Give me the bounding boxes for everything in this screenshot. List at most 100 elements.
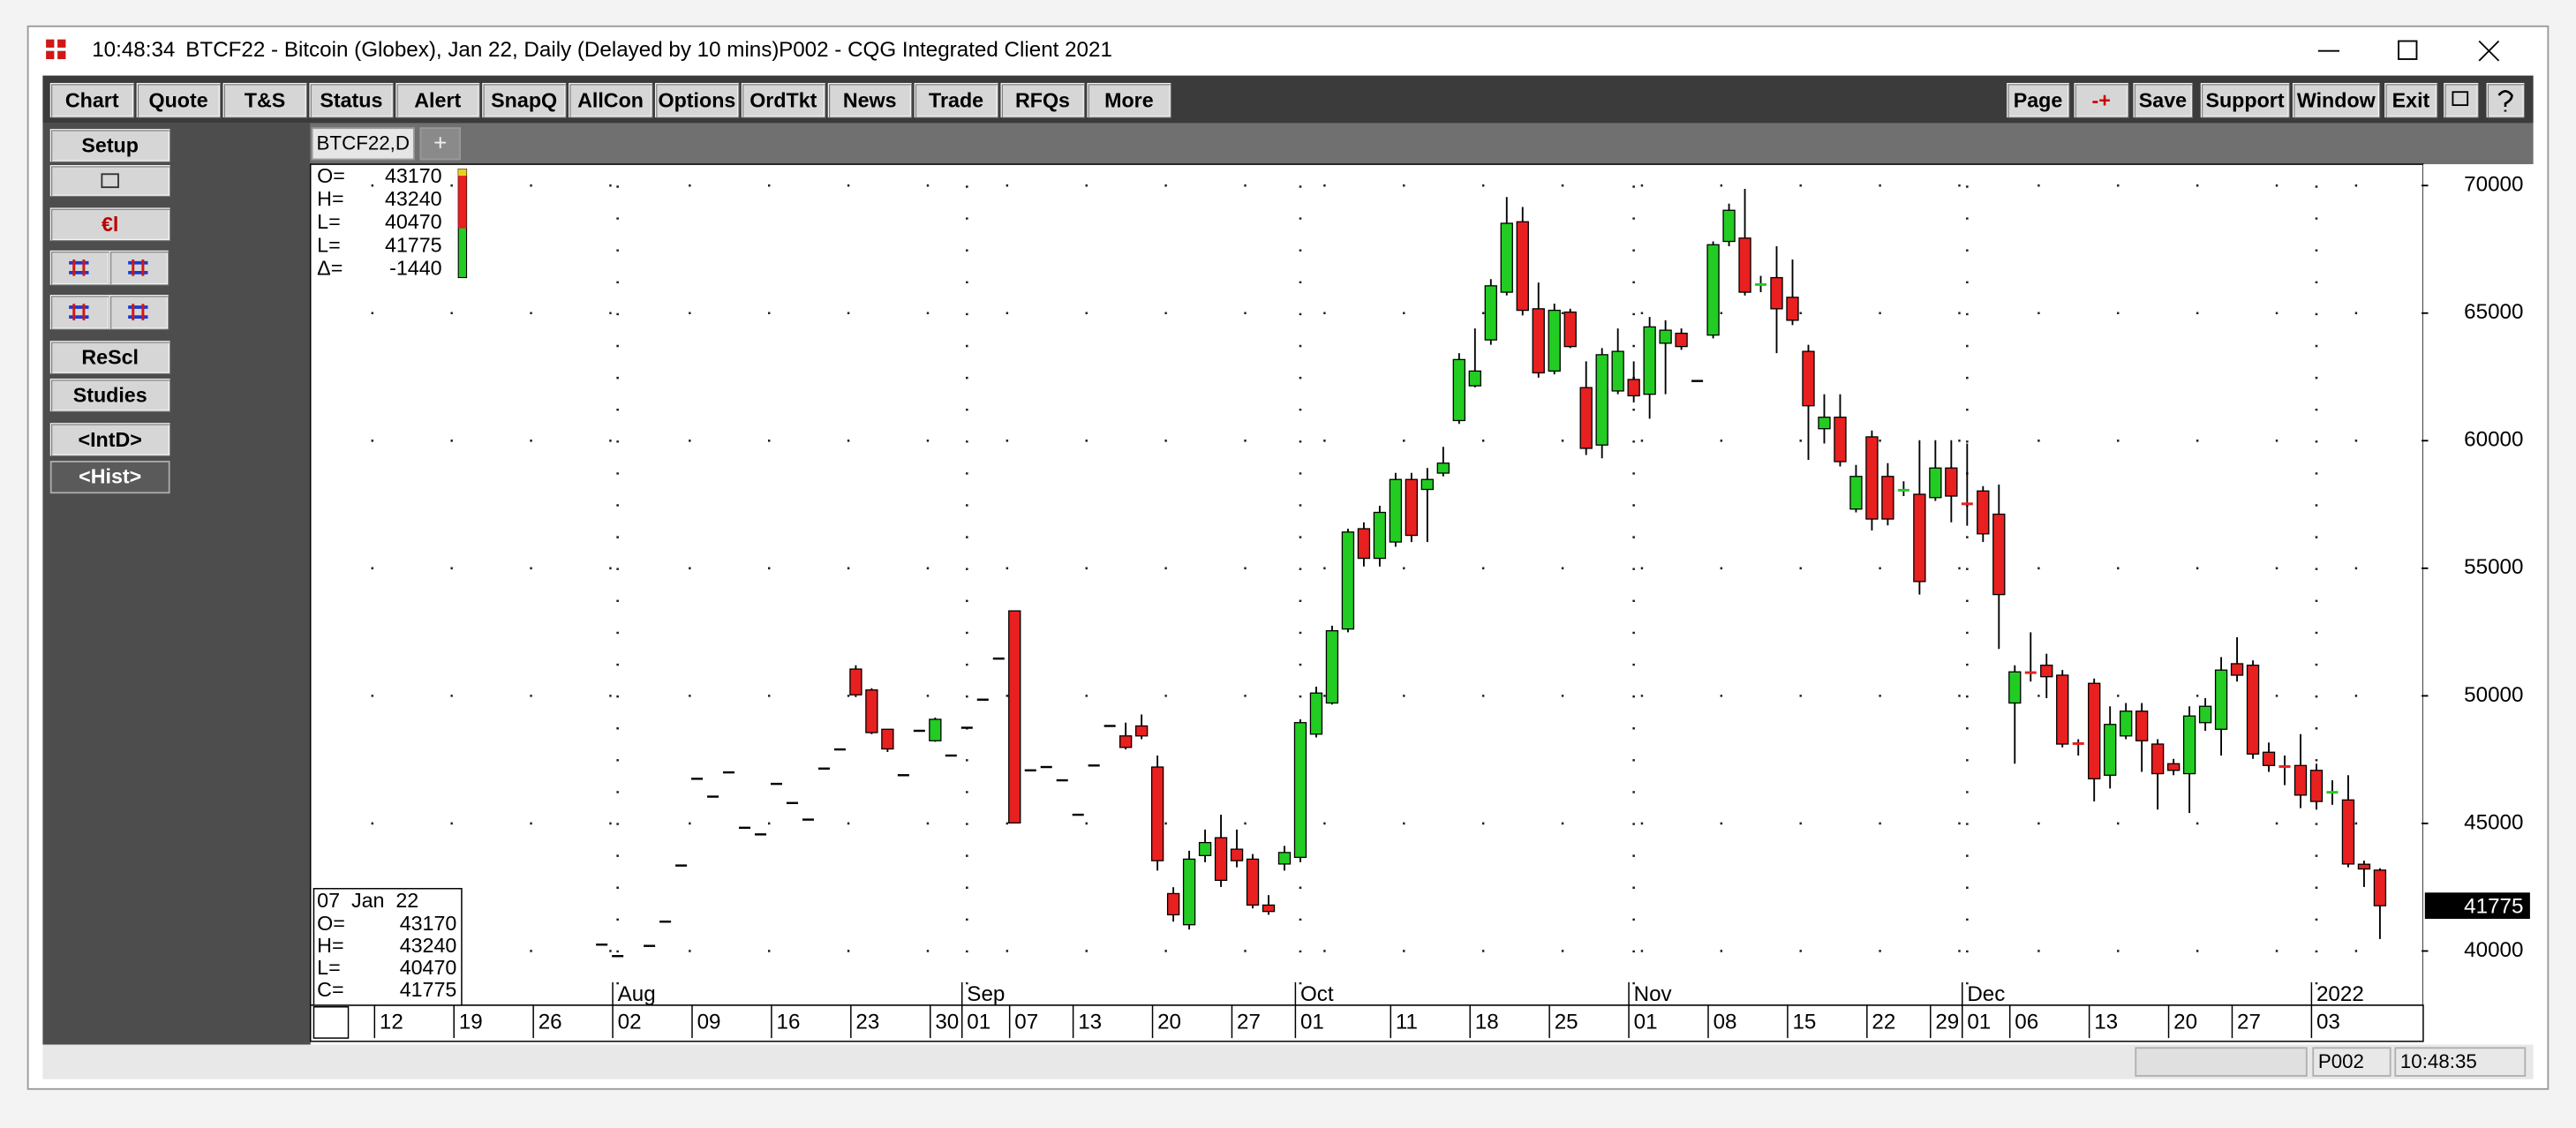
sidebar-button[interactable] <box>49 341 170 374</box>
x-tick-label: 09 <box>697 1011 721 1034</box>
toolbar-button[interactable] <box>569 82 652 118</box>
x-tick-label: 03 <box>2316 1011 2340 1034</box>
toolbar-button[interactable] <box>482 82 567 118</box>
candle-body <box>1452 358 1465 422</box>
toolbar-button-shadow <box>223 84 308 118</box>
maximize-button[interactable] <box>2398 40 2418 60</box>
tab[interactable] <box>311 127 415 161</box>
tool-button-shadow <box>110 252 169 286</box>
info-label: L= <box>317 210 341 233</box>
toolbar-button[interactable] <box>914 82 998 118</box>
candle-body <box>2104 724 2117 776</box>
toolbar-button[interactable] <box>309 82 394 118</box>
sidebar-button[interactable] <box>49 129 170 162</box>
info-label: Δ= <box>317 256 343 279</box>
sidebar-button-shadow <box>51 424 171 456</box>
toolbar-button-shadow <box>51 84 135 118</box>
toolbar-button[interactable] <box>136 82 221 118</box>
bar-box-value: 40470 <box>400 956 457 979</box>
toolbar-button-label: Alert <box>414 89 461 112</box>
toolbar-button-label: More <box>1104 89 1154 112</box>
sidebar-button-label: €l <box>102 213 118 236</box>
tool-icon <box>72 259 86 276</box>
x-tick-label: 22 <box>1872 1011 1895 1034</box>
candle-body <box>2008 671 2022 704</box>
candle-body <box>2198 705 2212 724</box>
x-tick-label: 23 <box>855 1011 879 1034</box>
month-label: Sep <box>967 982 1005 1006</box>
toolbar-button[interactable] <box>1000 82 1085 118</box>
status-cell <box>2394 1047 2527 1077</box>
bar-box-value: 43170 <box>400 912 457 935</box>
candle-body <box>1198 841 1212 856</box>
candle-body <box>1150 766 1164 861</box>
toolbar-button[interactable] <box>1087 82 1171 118</box>
candle-body <box>2150 743 2165 775</box>
tool-button[interactable] <box>109 295 169 330</box>
toolbar-button[interactable] <box>654 82 739 118</box>
toolbar-button[interactable] <box>2384 82 2437 118</box>
x-tick-label: 15 <box>1792 1011 1816 1034</box>
toolbar-button[interactable] <box>49 82 134 118</box>
toolbar-button-label: OrdTkt <box>749 89 817 112</box>
candle-body <box>1405 478 1419 537</box>
sidebar-button[interactable] <box>49 378 170 412</box>
info-label: H= <box>317 187 343 210</box>
window-app: P002 - CQG Integrated Client 2021 <box>779 38 1112 62</box>
toolbar-button-shadow <box>396 84 480 118</box>
candle-body <box>1818 417 1831 430</box>
toolbar-button[interactable] <box>2133 82 2193 118</box>
toolbar-button[interactable] <box>2007 82 2069 118</box>
info-value: 43170 <box>385 164 442 187</box>
app-icon <box>57 39 66 48</box>
candle-body <box>1373 511 1387 560</box>
toolbar-button[interactable] <box>827 82 912 118</box>
x-tick-label: 25 <box>1555 1011 1578 1034</box>
candle-body <box>1008 610 1021 823</box>
candle-body <box>929 718 942 741</box>
candle-body <box>849 668 862 696</box>
tool-button[interactable] <box>109 250 169 285</box>
restore-button[interactable] <box>2444 82 2479 118</box>
x-tick-label: 12 <box>380 1011 403 1034</box>
x-tick-label: 18 <box>1475 1011 1499 1034</box>
candle-body <box>1675 332 1688 348</box>
sidebar-button-label: <Hist> <box>79 465 141 488</box>
x-tick-label: 16 <box>776 1011 800 1034</box>
status-text: P002 <box>2318 1050 2364 1072</box>
toolbar-button-label: Support <box>2205 89 2284 112</box>
candle-body <box>2341 799 2355 865</box>
sidebar-button[interactable] <box>49 460 170 494</box>
sidebar-button[interactable] <box>49 423 170 456</box>
candle-body <box>2214 669 2228 730</box>
toolbar-button-label: -+ <box>2092 89 2111 112</box>
tool-button[interactable] <box>49 250 109 285</box>
tab-add[interactable] <box>419 127 462 161</box>
info-value: 41775 <box>385 233 442 256</box>
candle-body <box>1945 467 1958 497</box>
toolbar-button-label: News <box>843 89 897 112</box>
sidebar-button[interactable] <box>49 207 170 241</box>
x-tick-label: 07 <box>1014 1011 1038 1034</box>
print-button[interactable] <box>49 165 170 197</box>
toolbar-button[interactable] <box>2292 82 2380 118</box>
candle-body <box>1977 490 1990 535</box>
close-button[interactable] <box>2478 40 2500 62</box>
help-button[interactable] <box>2486 82 2525 118</box>
candle-body <box>1389 478 1403 543</box>
x-tick-label: 01 <box>967 1011 990 1034</box>
candle-body <box>2294 764 2308 796</box>
month-label: Dec <box>1967 982 2005 1006</box>
toolbar-button[interactable] <box>395 82 480 118</box>
toolbar-button[interactable] <box>2200 82 2290 118</box>
toolbar-button[interactable] <box>2074 82 2128 118</box>
x-tick-label: 02 <box>618 1011 642 1034</box>
toolbar-button-shadow <box>2294 84 2381 118</box>
toolbar-button[interactable] <box>741 82 825 118</box>
candle-body <box>1786 297 1799 321</box>
help-button-shadow <box>2487 84 2525 118</box>
tool-button[interactable] <box>49 295 109 330</box>
toolbar-button[interactable] <box>222 82 307 118</box>
status-cell <box>2312 1047 2391 1077</box>
